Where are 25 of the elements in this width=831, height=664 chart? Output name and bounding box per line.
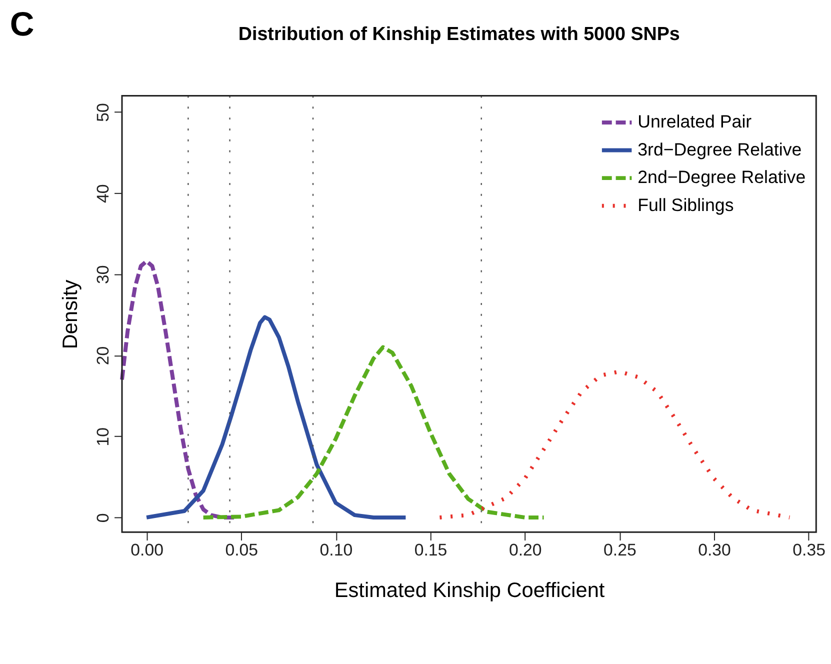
x-tick-label: 0.30 — [698, 540, 731, 560]
legend-label: 2nd−Degree Relative — [638, 167, 806, 188]
y-tick-label: 30 — [94, 265, 113, 284]
x-tick-label: 0.10 — [320, 540, 353, 560]
legend-label: Full Siblings — [638, 194, 734, 215]
x-tick-label: 0.25 — [604, 540, 636, 560]
y-tick-label: 50 — [94, 103, 113, 122]
y-tick-label: 40 — [94, 184, 113, 203]
x-axis-title: Estimated Kinship Coefficient — [334, 579, 605, 602]
line-series — [144, 315, 408, 520]
y-axis-title: Density — [58, 279, 82, 350]
x-tick-label: 0.00 — [130, 540, 164, 560]
chart-title: Distribution of Kinship Estimates with 5000 SNPs — [238, 23, 680, 44]
text: C — [10, 5, 34, 44]
y-tick-label: 10 — [94, 428, 113, 446]
line-series — [438, 370, 792, 520]
x-tick-label: 0.15 — [414, 540, 448, 560]
legend-label: Unrelated Pair — [638, 111, 752, 132]
line-series — [201, 345, 546, 520]
y-tick-label: 20 — [94, 346, 113, 366]
x-tick-label: 0.35 — [792, 540, 826, 560]
x-tick-label: 0.05 — [225, 540, 258, 560]
y-tick-label: 0 — [94, 513, 113, 523]
x-tick-label: 0.20 — [508, 540, 542, 560]
legend-label: 3rd−Degree Relative — [638, 139, 802, 160]
